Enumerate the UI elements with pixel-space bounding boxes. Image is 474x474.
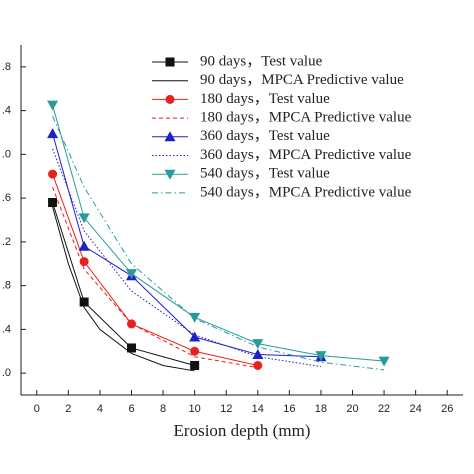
series-line bbox=[52, 115, 385, 371]
y-tick-label: .4 bbox=[2, 105, 11, 117]
legend-marker bbox=[165, 57, 175, 67]
x-tick-label: 26 bbox=[441, 403, 453, 415]
marker bbox=[79, 257, 89, 267]
y-tick-label: .8 bbox=[2, 61, 11, 73]
x-tick-label: 0 bbox=[34, 403, 40, 415]
marker bbox=[252, 349, 264, 360]
y-tick-label: .8 bbox=[2, 280, 11, 292]
marker bbox=[378, 356, 390, 367]
y-tick-label: .4 bbox=[2, 323, 11, 335]
legend-marker bbox=[165, 94, 175, 104]
marker bbox=[189, 312, 201, 323]
y-tick-label: .6 bbox=[2, 192, 11, 204]
legend-label: 180 days，Test value bbox=[200, 91, 330, 107]
legend-marker bbox=[164, 169, 176, 180]
x-axis-label: Erosion depth (mm) bbox=[174, 421, 311, 440]
series-line bbox=[52, 148, 322, 368]
legend-label: 360 days，Test value bbox=[200, 128, 330, 144]
x-tick-label: 22 bbox=[378, 403, 390, 415]
marker bbox=[47, 100, 59, 111]
y-tick-label: .2 bbox=[2, 236, 11, 248]
marker bbox=[78, 240, 90, 251]
legend-label: 540 days，Test value bbox=[200, 166, 330, 182]
x-tick-label: 2 bbox=[65, 403, 71, 415]
marker bbox=[47, 128, 59, 139]
series-line bbox=[52, 206, 195, 372]
marker bbox=[190, 346, 200, 356]
x-tick-label: 6 bbox=[128, 403, 134, 415]
x-tick-label: 14 bbox=[252, 403, 264, 415]
x-tick-label: 12 bbox=[220, 403, 232, 415]
x-tick-label: 20 bbox=[346, 403, 358, 415]
legend-label: 90 days，MPCA Predictive value bbox=[200, 72, 404, 88]
marker bbox=[78, 213, 90, 224]
x-tick-label: 8 bbox=[160, 403, 166, 415]
legend-label: 540 days，MPCA Predictive value bbox=[200, 184, 412, 200]
x-tick-label: 4 bbox=[97, 403, 103, 415]
y-tick-label: .0 bbox=[2, 148, 11, 160]
marker bbox=[315, 351, 327, 362]
marker bbox=[48, 169, 58, 179]
marker bbox=[48, 198, 58, 207]
x-tick-label: 18 bbox=[315, 403, 327, 415]
series-line bbox=[52, 173, 258, 366]
marker bbox=[190, 360, 200, 370]
x-tick-label: 24 bbox=[410, 403, 422, 415]
marker bbox=[252, 339, 264, 350]
y-tick-label: .0 bbox=[2, 367, 11, 379]
x-tick-label: 16 bbox=[283, 403, 295, 415]
marker bbox=[253, 360, 263, 370]
legend-label: 90 days，Test value bbox=[200, 53, 323, 69]
series-line bbox=[52, 187, 258, 369]
legend-label: 360 days，MPCA Predictive value bbox=[200, 147, 412, 163]
marker bbox=[126, 269, 137, 280]
series-line bbox=[52, 133, 321, 358]
marker bbox=[127, 343, 136, 353]
marker bbox=[79, 297, 89, 307]
marker bbox=[189, 331, 201, 342]
x-tick-label: 10 bbox=[189, 403, 201, 415]
series-line bbox=[52, 202, 195, 366]
legend-label: 180 days，MPCA Predictive value bbox=[200, 110, 412, 126]
legend-marker bbox=[164, 131, 176, 142]
